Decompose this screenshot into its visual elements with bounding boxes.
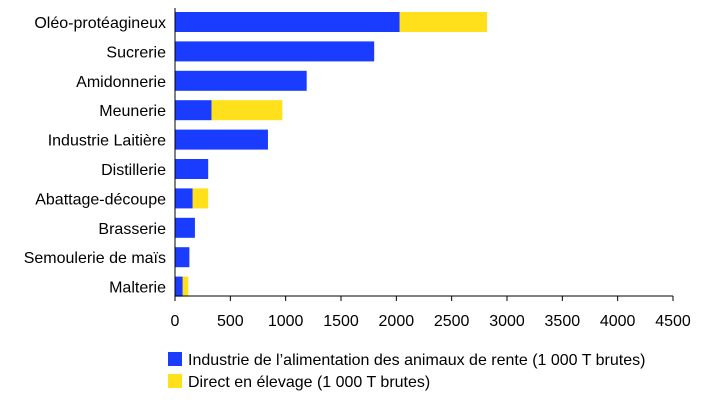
legend-swatch [168,352,182,366]
bar-segment-industrie [175,159,209,179]
x-tick-label: 0 [171,313,180,330]
x-tick-label: 4000 [600,313,636,330]
x-tick-label: 2000 [379,313,415,330]
bar-segment-industrie [175,12,400,32]
category-labels: Oléo-protéagineux Sucrerie Amidonnerie Meun… [24,15,166,297]
bar-segment-industrie [175,129,268,150]
category-label: Meunerie [99,103,166,120]
bar-segment-industrie [175,70,307,91]
category-label: Oléo-protéagineux [34,15,166,32]
x-tick-label: 3500 [545,313,581,330]
category-label: Industrie Laitière [48,133,166,150]
x-tick-label: 3000 [489,313,525,330]
x-axis: 0 500 1000 1500 2000 2500 3000 3500 4000 4500 [171,8,691,330]
x-tick-label: 4500 [655,313,691,330]
x-tick-label: 1500 [323,313,359,330]
category-label: Semoulerie de maïs [24,250,166,267]
bar-segment-direct [192,188,209,209]
bar-segment-direct [211,100,283,121]
bar-segment-industrie [175,41,375,62]
bar-segment-industrie [175,217,195,238]
bar-segment-industrie [175,276,183,297]
bar-segment-direct [399,12,488,32]
x-tick-label: 500 [217,313,244,330]
bar-segment-industrie [175,100,212,121]
category-label: Amidonnerie [76,74,166,91]
legend-swatch [168,374,182,388]
legend-label: Direct en élevage (1 000 T brutes) [188,374,430,391]
category-label: Malterie [109,280,166,297]
category-label: Brasserie [98,221,166,238]
category-label: Sucrerie [106,44,166,61]
category-label: Abattage-découpe [35,191,166,208]
x-tick-label: 2500 [434,313,470,330]
bars-group [175,12,488,297]
legend-label: Industrie de l’alimentation des animaux … [188,352,645,369]
bar-segment-direct [182,276,189,297]
x-tick-label: 1000 [268,313,304,330]
category-label: Distillerie [101,162,166,179]
bar-segment-industrie [175,188,193,209]
bar-segment-industrie [175,247,190,268]
legend: Industrie de l’alimentation des animaux … [168,352,645,391]
